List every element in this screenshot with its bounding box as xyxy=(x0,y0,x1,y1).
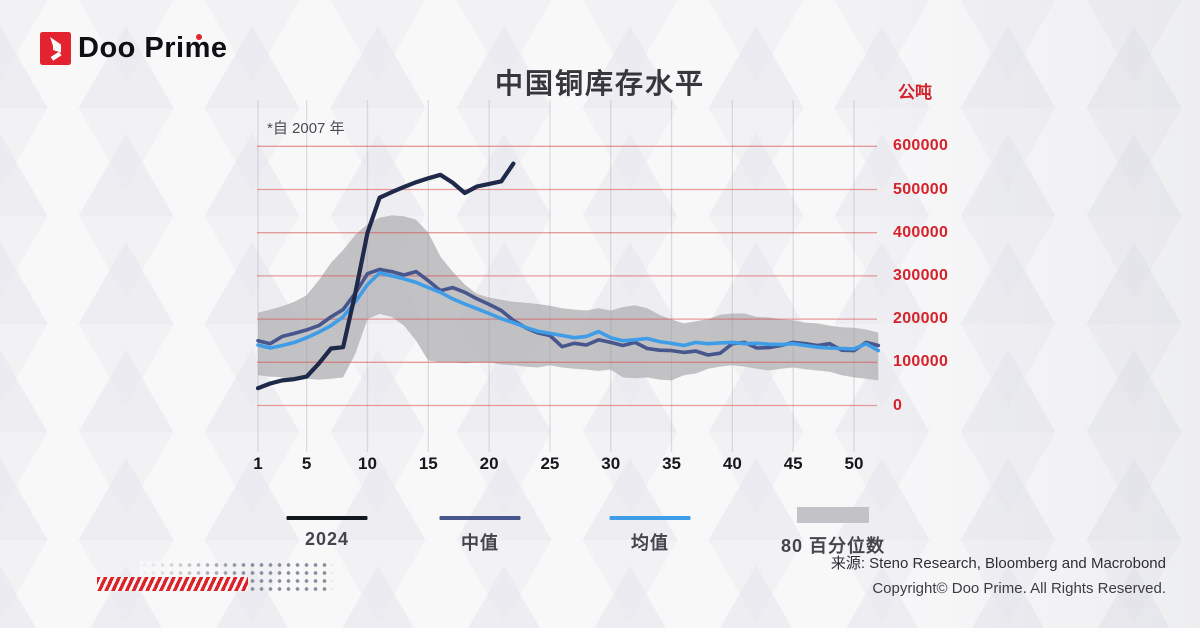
legend-item-2024: 2024 xyxy=(286,516,368,550)
legend-item-percentile-band: 80 百分位数 xyxy=(781,507,885,558)
chart-note: *自 2007 年 xyxy=(267,120,345,137)
red-striped-bar-decoration xyxy=(97,577,248,591)
y-tick-label-500000: 500000 xyxy=(893,180,949,198)
legend-swatch-percentile-band xyxy=(797,507,869,523)
y-tick-label-0: 0 xyxy=(893,396,903,414)
legend-label-mean: 均值 xyxy=(631,533,669,553)
x-tick-label-5: 5 xyxy=(301,454,312,473)
source-text: 来源: Steno Research, Bloomberg and Macrob… xyxy=(830,555,1166,572)
y-tick-label-600000: 600000 xyxy=(893,137,949,155)
x-tick-label-35: 35 xyxy=(662,454,681,473)
x-tick-label-40: 40 xyxy=(722,454,742,473)
chart-title: 中国铜库存水平 xyxy=(494,68,705,99)
y-tick-label-400000: 400000 xyxy=(893,223,949,241)
x-tick-label-10: 10 xyxy=(357,454,377,473)
legend-label-2024: 2024 xyxy=(304,529,350,549)
legend-label-median: 中值 xyxy=(461,533,499,553)
y-tick-label-100000: 100000 xyxy=(893,353,949,371)
x-tick-label-20: 20 xyxy=(479,454,499,473)
copyright-text: Copyright© Doo Prime. All Rights Reserve… xyxy=(872,580,1166,597)
legend-item-median: 中值 xyxy=(439,516,521,555)
doo-prime-logo-icon xyxy=(40,32,71,65)
legend-label-percentile-band: 80 百分位数 xyxy=(780,536,886,556)
brand-name-text: Doo Prime xyxy=(78,32,228,64)
legend-item-mean: 均值 xyxy=(609,516,691,555)
legend-swatch-2024-line xyxy=(286,516,368,520)
x-tick-label-50: 50 xyxy=(844,454,864,473)
x-tick-label-45: 45 xyxy=(783,454,803,473)
legend-swatch-mean-line xyxy=(609,516,691,520)
x-tick-label-25: 25 xyxy=(540,454,560,473)
brand-name: Doo Prime xyxy=(78,32,228,65)
y-tick-label-200000: 200000 xyxy=(893,310,949,328)
x-tick-label-30: 30 xyxy=(601,454,621,473)
x-tick-label-1: 1 xyxy=(253,454,263,473)
y-axis-unit-label: 公吨 xyxy=(898,83,932,102)
brand-i-dot xyxy=(196,34,202,40)
y-tick-label-300000: 300000 xyxy=(893,266,949,284)
x-tick-label-15: 15 xyxy=(418,454,438,473)
doo-prime-logo: Doo Prime xyxy=(40,32,228,65)
legend-swatch-median-line xyxy=(439,516,521,520)
